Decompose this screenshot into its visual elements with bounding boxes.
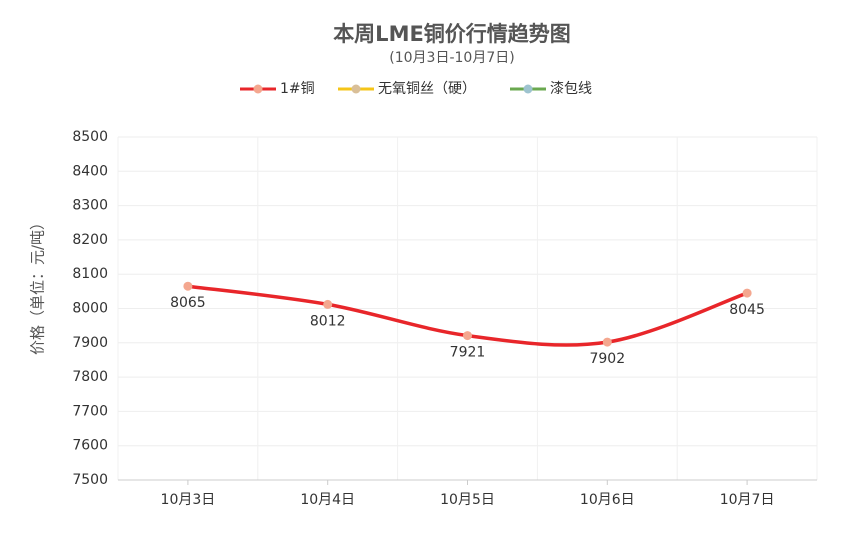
chart-title: 本周LME铜价行情趋势图 (333, 22, 571, 46)
x-tick-label: 10月7日 (720, 492, 775, 508)
legend-label: 漆包线 (550, 81, 592, 97)
data-label: 7902 (589, 351, 625, 367)
data-label: 8065 (170, 295, 206, 311)
data-label: 7921 (450, 345, 486, 361)
y-tick-label: 8200 (72, 232, 108, 248)
point-marker (183, 281, 193, 291)
legend-marker (253, 84, 263, 94)
data-label: 8012 (310, 313, 346, 329)
y-tick-label: 8100 (72, 266, 108, 282)
x-tick-label: 10月6日 (580, 492, 635, 508)
x-tick-label: 10月3日 (161, 492, 216, 508)
y-tick-label: 7500 (72, 472, 108, 488)
data-label: 8045 (729, 302, 765, 318)
chart-subtitle: (10月3日-10月7日) (389, 50, 514, 66)
legend-marker (351, 84, 361, 94)
y-tick-label: 7900 (72, 335, 108, 351)
y-tick-label: 8300 (72, 198, 108, 214)
legend-marker (523, 84, 533, 94)
y-tick-label: 8500 (72, 129, 108, 145)
y-axis-label: 价格（单位：元/吨） (29, 215, 47, 355)
y-tick-label: 8000 (72, 301, 108, 317)
legend-label: 1#铜 (280, 81, 315, 97)
y-tick-label: 7700 (72, 403, 108, 419)
point-marker (323, 299, 333, 309)
y-tick-label: 7800 (72, 369, 108, 385)
point-marker (602, 337, 612, 347)
y-tick-label: 7600 (72, 438, 108, 454)
legend-label: 无氧铜丝（硬） (378, 81, 476, 97)
x-tick-label: 10月5日 (440, 492, 495, 508)
x-tick-label: 10月4日 (300, 492, 355, 508)
point-marker (742, 288, 752, 298)
y-tick-label: 8400 (72, 163, 108, 179)
point-marker (463, 331, 472, 341)
